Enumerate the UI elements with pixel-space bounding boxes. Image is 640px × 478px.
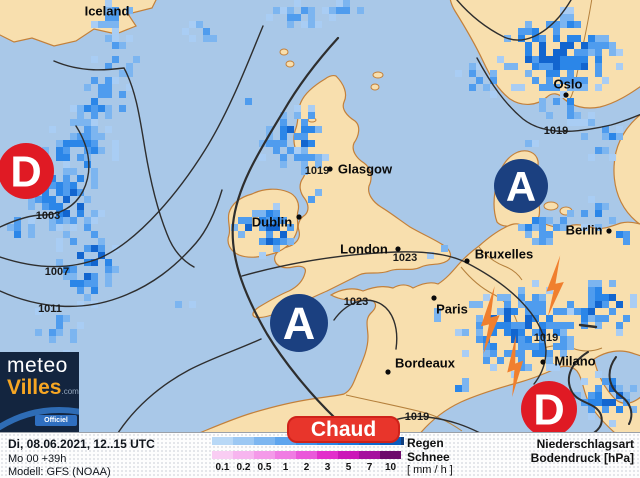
city-label: London bbox=[340, 242, 388, 257]
city-label: Milano bbox=[554, 354, 595, 369]
logo-officiel-tab: Officiel bbox=[35, 415, 77, 426]
pressure-center-symbols: D A A D bbox=[0, 143, 577, 432]
low-pressure-icon bbox=[521, 381, 577, 432]
legend-tick: 0.1 bbox=[215, 462, 230, 473]
city-dot bbox=[296, 214, 302, 220]
high-pressure-icon bbox=[494, 159, 548, 213]
meteovilles-logo: meteo Villes.com Officiel bbox=[0, 352, 79, 432]
logo-com-suffix: .com bbox=[61, 387, 79, 396]
city-label: Berlin bbox=[566, 223, 603, 238]
valid-datetime-label: Di, 08.06.2021, 12..15 UTC bbox=[8, 437, 155, 451]
svg-text:A: A bbox=[506, 163, 536, 210]
rain-legend-label: Regen bbox=[407, 436, 444, 450]
legend-tick: 1 bbox=[282, 462, 289, 473]
model-run-label: Mo 00 +39h bbox=[8, 453, 67, 465]
isobar-value-labels: 1003 1007 1011 1019 1023 1023 1019 1019 1019 bbox=[36, 125, 568, 423]
isobar-lines bbox=[0, 0, 640, 432]
city-dot bbox=[385, 369, 391, 375]
svg-text:1019: 1019 bbox=[534, 332, 558, 344]
svg-text:D: D bbox=[10, 148, 41, 196]
low-pressure-icon bbox=[0, 143, 54, 199]
svg-text:1007: 1007 bbox=[45, 266, 69, 278]
city-dot bbox=[464, 258, 470, 264]
city-label: Oslo bbox=[554, 77, 583, 92]
snow-legend-label: Schnee bbox=[407, 450, 450, 464]
city-label: Glasgow bbox=[338, 162, 393, 177]
map-area: 1003 1007 1011 1019 1023 1023 1019 1019 1019 D A A D… bbox=[0, 0, 640, 432]
legend-tick: 0.5 bbox=[257, 462, 272, 473]
svg-text:1019: 1019 bbox=[305, 165, 329, 177]
logo-villes-text: Villes.com bbox=[7, 376, 79, 399]
model-name-label: Modell: GFS (NOAA) bbox=[8, 466, 111, 478]
city-label: Paris bbox=[436, 302, 468, 317]
svg-text:1003: 1003 bbox=[36, 210, 60, 222]
legend-tick: 10 bbox=[384, 462, 397, 473]
city-label: Bruxelles bbox=[475, 247, 534, 262]
legend-tick: 5 bbox=[345, 462, 352, 473]
legend-tick: 7 bbox=[366, 462, 373, 473]
legend-tick-labels: 0.1 0.2 0.5 1 2 3 5 7 10 bbox=[212, 462, 402, 474]
legend-tick: 2 bbox=[303, 462, 310, 473]
city-label: Bordeaux bbox=[395, 356, 456, 371]
svg-text:1023: 1023 bbox=[393, 252, 417, 264]
snow-color-scale bbox=[212, 451, 401, 459]
chaud-warm-badge: Chaud bbox=[287, 416, 400, 443]
svg-text:A: A bbox=[283, 298, 315, 349]
city-dot bbox=[540, 359, 546, 365]
svg-text:1019: 1019 bbox=[544, 125, 568, 137]
city-dot bbox=[563, 92, 569, 98]
legend-tick: 0.2 bbox=[236, 462, 251, 473]
city-label: Iceland bbox=[85, 4, 130, 19]
svg-text:1019: 1019 bbox=[405, 411, 429, 423]
city-dot bbox=[395, 246, 401, 252]
city-dot bbox=[606, 228, 612, 234]
logo-swoosh bbox=[0, 407, 79, 431]
svg-text:1023: 1023 bbox=[344, 296, 368, 308]
legend-unit-label: [ mm / h ] bbox=[407, 464, 453, 476]
city-dot bbox=[327, 166, 333, 172]
thunderstorm-bolt-icons bbox=[480, 255, 564, 398]
precip-type-label: Niederschlagsart bbox=[536, 437, 634, 451]
city-dot bbox=[431, 295, 437, 301]
svg-text:1011: 1011 bbox=[38, 303, 62, 315]
city-labels: Iceland Oslo Glasgow Dublin London Bruxelles P… bbox=[85, 4, 612, 375]
pressure-label: Bodendruck [hPa] bbox=[530, 451, 634, 465]
legend-tick: 3 bbox=[324, 462, 331, 473]
logo-meteo-text: meteo bbox=[7, 354, 68, 377]
high-pressure-icon bbox=[270, 294, 328, 352]
svg-text:D: D bbox=[533, 386, 564, 432]
city-label: Dublin bbox=[252, 215, 292, 230]
